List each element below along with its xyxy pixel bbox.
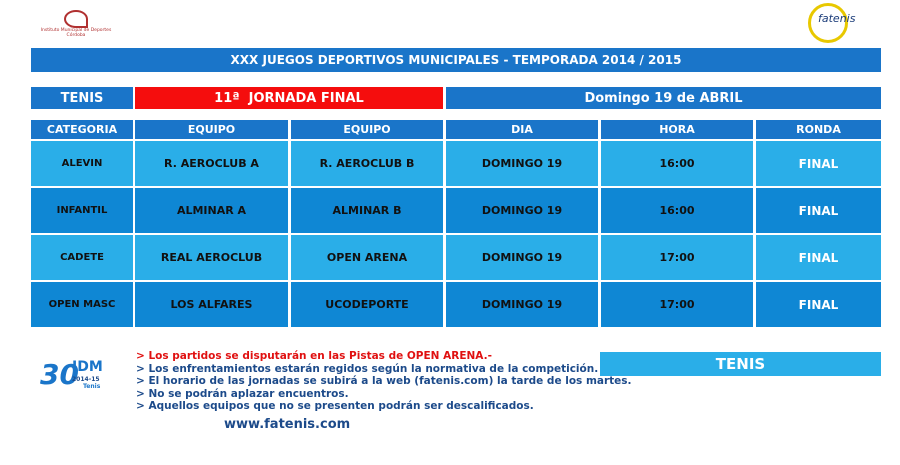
column-header: CATEGORIA bbox=[31, 120, 133, 139]
table-cell: CADETE bbox=[31, 235, 133, 280]
table-cell: 16:00 bbox=[601, 141, 753, 186]
logo-ring bbox=[808, 3, 848, 43]
table-cell: DOMINGO 19 bbox=[446, 188, 598, 233]
column-header: EQUIPO bbox=[135, 120, 288, 139]
title: XXX JUEGOS DEPORTIVOS MUNICIPALES - TEMP… bbox=[31, 48, 881, 72]
table-cell: DOMINGO 19 bbox=[446, 141, 598, 186]
note: > El horario de las jornadas se subirá a… bbox=[136, 375, 632, 387]
table-cell: INFANTIL bbox=[31, 188, 133, 233]
table-cell: FINAL bbox=[756, 188, 881, 233]
table-cell: UCODEPORTE bbox=[291, 282, 443, 327]
table-cell: ALMINAR A bbox=[135, 188, 288, 233]
table-cell: 17:00 bbox=[601, 235, 753, 280]
table-cell: LOS ALFARES bbox=[135, 282, 288, 327]
table-cell: ALEVIN bbox=[31, 141, 133, 186]
date: Domingo 19 de ABRIL bbox=[446, 87, 881, 109]
table-cell: FINAL bbox=[756, 235, 881, 280]
note: > Los enfrentamientos estarán regidos se… bbox=[136, 362, 599, 375]
column-header: DIA bbox=[446, 120, 598, 139]
logo-30-acronym: IDM bbox=[72, 359, 103, 375]
sport: TENIS bbox=[31, 87, 133, 109]
website: www.fatenis.com bbox=[224, 417, 351, 432]
table-cell: FINAL bbox=[756, 282, 881, 327]
table-cell: ALMINAR B bbox=[291, 188, 443, 233]
logo-icon bbox=[64, 10, 88, 28]
note: > No se podrán aplazar encuentros. bbox=[136, 387, 349, 400]
logo-30-sport: Tenis bbox=[83, 383, 101, 390]
table-cell: OPEN MASC bbox=[31, 282, 133, 327]
note: > Los partidos se disputarán en las Pist… bbox=[136, 350, 492, 362]
logo-right-text: fatenis bbox=[818, 12, 856, 25]
table-cell: OPEN ARENA bbox=[291, 235, 443, 280]
round: 11ª JORNADA FINAL bbox=[135, 87, 443, 109]
table-cell: DOMINGO 19 bbox=[446, 235, 598, 280]
column-header: EQUIPO bbox=[291, 120, 443, 139]
table-cell: FINAL bbox=[756, 141, 881, 186]
table-cell: REAL AEROCLUB bbox=[135, 235, 288, 280]
table-cell: R. AEROCLUB A bbox=[135, 141, 288, 186]
logo-left-text: Instituto Municipal de Deportes Córdoba bbox=[40, 28, 112, 38]
note: > Aquellos equipos que no se presenten p… bbox=[136, 400, 534, 412]
table-cell: DOMINGO 19 bbox=[446, 282, 598, 327]
column-header: HORA bbox=[601, 120, 753, 139]
table-cell: R. AEROCLUB B bbox=[291, 141, 443, 186]
badge: TENIS bbox=[600, 352, 881, 376]
logo-30-season: 2014-15 bbox=[72, 376, 100, 383]
logo-30-number: 30 bbox=[40, 358, 79, 391]
table-cell: 16:00 bbox=[601, 188, 753, 233]
table-cell: 17:00 bbox=[601, 282, 753, 327]
column-header: RONDA bbox=[756, 120, 881, 139]
